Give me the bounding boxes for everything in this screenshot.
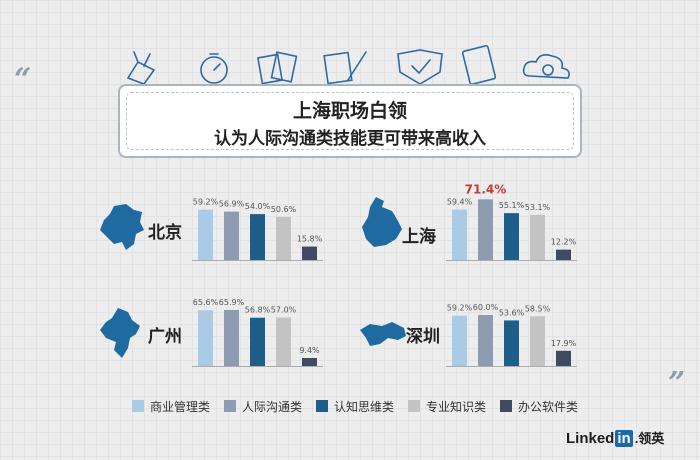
value-label-shanghai-1: 59.4% [447, 198, 473, 207]
city-name-shenzhen: 深圳 [406, 327, 440, 347]
bar-shenzhen-2 [478, 315, 493, 366]
close-quote-mark: ” [668, 366, 686, 401]
bar-guangzhou-3 [250, 317, 265, 366]
value-label-guangzhou-5: 9.4% [299, 346, 320, 355]
value-label-shenzhen-1: 59.2% [447, 304, 473, 313]
bar-guangzhou-5 [302, 358, 317, 366]
value-label-beijing-3: 54.0% [245, 202, 271, 211]
legend-swatch [224, 400, 236, 412]
bar-shanghai-4 [530, 214, 545, 260]
guangzhou-map-icon [100, 308, 140, 358]
value-label-shanghai-4: 53.1% [525, 203, 551, 212]
value-label-shanghai-3: 55.1% [499, 201, 525, 210]
page-title: 上海职场白领 [292, 100, 407, 122]
value-label-guangzhou-4: 57.0% [271, 306, 297, 315]
city-name-guangzhou: 广州 [148, 327, 182, 347]
value-label-shanghai-2: 71.4% [465, 182, 507, 196]
value-label-beijing-4: 50.6% [271, 205, 297, 214]
bar-beijing-1 [198, 209, 213, 260]
bar-beijing-2 [224, 211, 239, 260]
bar-shanghai-3 [504, 213, 519, 260]
value-label-shenzhen-3: 53.6% [499, 308, 525, 317]
legend-swatch [316, 400, 328, 412]
bar-guangzhou-4 [276, 317, 291, 366]
legend-swatch [500, 400, 512, 412]
city-name-beijing: 北京 [148, 223, 182, 243]
bar-beijing-4 [276, 216, 291, 260]
shenzhen-map-icon [360, 322, 406, 346]
value-label-beijing-1: 59.2% [193, 198, 219, 207]
value-label-shanghai-5: 12.2% [551, 238, 577, 247]
bar-shenzhen-4 [530, 316, 545, 366]
bar-guangzhou-1 [198, 310, 213, 366]
bar-shenzhen-3 [504, 320, 519, 366]
legend-swatch [132, 400, 144, 412]
linkedin-logo: Linked in .领英 [566, 430, 665, 447]
value-label-shenzhen-4: 58.5% [525, 304, 551, 313]
bar-shanghai-5 [556, 249, 571, 260]
bar-shenzhen-5 [556, 350, 571, 366]
open-quote-mark: “ [14, 62, 32, 97]
value-label-shenzhen-5: 17.9% [551, 339, 577, 348]
shanghai-map-icon [362, 197, 402, 247]
page-subtitle: 认为人际沟通类技能更可带来高收入 [214, 129, 486, 149]
bar-shanghai-1 [452, 209, 467, 260]
bar-beijing-5 [302, 246, 317, 260]
beijing-map-icon [100, 204, 144, 250]
value-label-guangzhou-2: 65.9% [219, 298, 245, 307]
legend-swatch [408, 400, 420, 412]
title-box: 上海职场白领 认为人际沟通类技能更可带来高收入 [118, 84, 582, 158]
value-label-beijing-2: 56.9% [219, 200, 245, 209]
bar-beijing-3 [250, 214, 265, 260]
bar-shenzhen-1 [452, 315, 467, 366]
value-label-beijing-5: 15.8% [297, 235, 323, 244]
value-label-guangzhou-3: 56.8% [245, 306, 271, 315]
city-name-shanghai: 上海 [402, 227, 436, 247]
bar-guangzhou-2 [224, 309, 239, 366]
value-label-guangzhou-1: 65.6% [193, 298, 219, 307]
value-label-shenzhen-2: 60.0% [473, 303, 499, 312]
bar-shanghai-2 [478, 199, 493, 260]
